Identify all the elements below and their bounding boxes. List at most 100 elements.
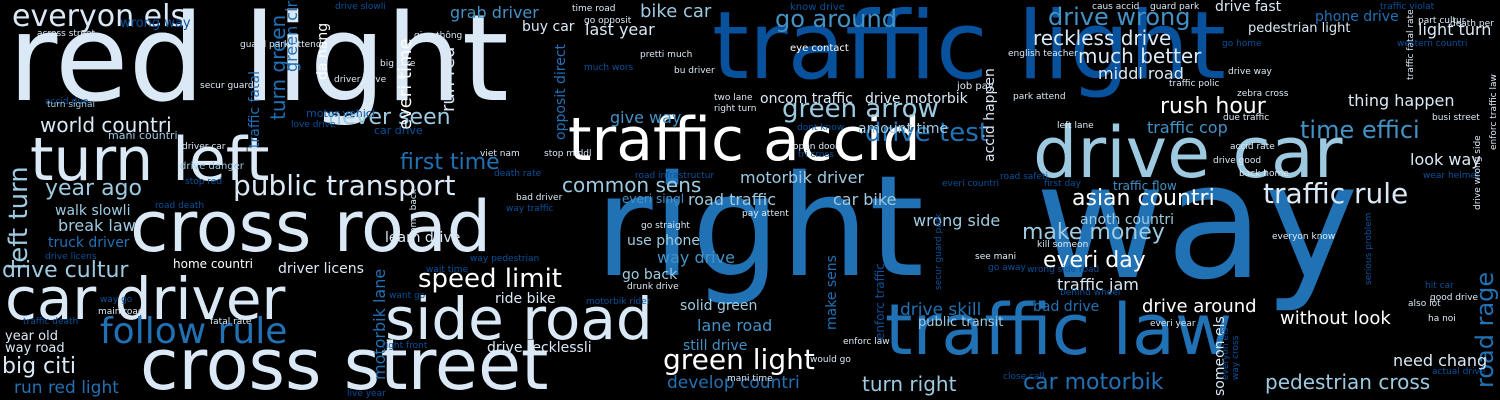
word: drive way: [1228, 67, 1272, 77]
word: rush hour: [1160, 94, 1266, 119]
word: two lane: [714, 93, 753, 103]
word: year ago: [45, 176, 142, 201]
word: wrong side: [913, 211, 1001, 230]
word: live year: [347, 389, 386, 399]
word: everyon els: [1221, 327, 1231, 380]
word: traffic light: [712, 0, 1226, 101]
word: death per: [1450, 19, 1494, 29]
word: turn right: [862, 372, 957, 396]
word: drive motorbik: [865, 91, 968, 107]
word: ride bike: [495, 291, 556, 307]
word: big citi: [2, 354, 76, 379]
word: make sens: [824, 255, 840, 330]
word: traffic rule: [1263, 177, 1409, 210]
word: use phone: [627, 233, 701, 249]
word: back home: [1239, 169, 1289, 179]
word: green arrow: [782, 94, 939, 124]
word: oncom traffic: [760, 91, 853, 107]
word: main road: [98, 307, 144, 317]
word: walk slowli: [55, 203, 131, 219]
word: want go: [389, 291, 426, 301]
word: car drive: [374, 124, 423, 137]
word: home countri: [173, 257, 253, 271]
word: good drive: [1430, 293, 1479, 303]
word: look way: [1410, 150, 1481, 169]
word: know drive: [790, 2, 845, 13]
word: guard park attend: [240, 40, 322, 50]
word: mani countri: [108, 129, 178, 142]
word: everi day: [1043, 248, 1146, 273]
word: anoth countri: [1080, 212, 1174, 228]
word: motor vehicl: [306, 107, 375, 120]
word: lane road: [697, 316, 773, 335]
word: traffic jam: [1057, 275, 1139, 294]
word: eye contact: [790, 43, 849, 54]
word: last year: [585, 20, 655, 39]
word: go opposit: [584, 16, 632, 26]
word: way pedestrian: [470, 254, 540, 264]
word: would go: [810, 355, 851, 365]
word: everi year: [1150, 319, 1196, 329]
word: green circl: [282, 0, 301, 72]
word: way cross: [1231, 335, 1241, 380]
word: drive good: [1213, 156, 1262, 166]
word: phone drive: [1315, 9, 1399, 25]
word: road infrastructur: [635, 171, 715, 181]
word: way road: [5, 341, 65, 356]
word: go back: [622, 267, 678, 283]
word: western countri: [1397, 39, 1468, 49]
word: right turn: [714, 104, 757, 114]
word: ha noi: [1428, 314, 1456, 324]
word: thing happen: [1348, 91, 1455, 110]
word: open door: [793, 142, 839, 152]
word: death rate: [494, 169, 542, 179]
word: pretti much: [640, 50, 693, 60]
word: run red: [438, 46, 459, 112]
word: follow rule: [100, 311, 288, 352]
word: grab driver: [450, 3, 539, 22]
word: enforc law: [843, 337, 890, 347]
word: giao thông: [414, 31, 463, 41]
word: caus accid: [1092, 2, 1140, 12]
word: traffic death: [23, 317, 79, 327]
word: enforc traffic law: [1489, 74, 1499, 150]
word: driver drive: [334, 75, 387, 85]
word: kill someon: [1037, 240, 1089, 250]
word: drive wrong side: [1473, 135, 1483, 210]
word: stop middl: [544, 149, 592, 159]
word: go straight: [641, 221, 690, 231]
word: accid rate: [1230, 142, 1275, 152]
word: bad driver: [516, 193, 563, 203]
word: drive slowli: [335, 2, 386, 12]
word: way go: [100, 295, 133, 305]
word: da nang: [315, 22, 331, 80]
word: time effici: [1300, 116, 1420, 144]
word: motorbik driver: [740, 168, 865, 187]
word: wrong way: [120, 16, 191, 31]
word: behind wheel: [1060, 288, 1121, 298]
word: actual drive: [1432, 367, 1486, 377]
word: traffic polic: [1169, 79, 1220, 89]
word: way traffic: [506, 204, 554, 214]
word: accid due: [45, 97, 89, 107]
word: still drive: [683, 338, 748, 354]
word: go home: [1222, 39, 1262, 49]
word: year old: [5, 329, 58, 344]
word: go away: [988, 263, 1026, 273]
word: pedestrian light: [1248, 21, 1351, 36]
word: secur guard park: [934, 213, 944, 290]
word: traffic cop: [1147, 118, 1228, 137]
word: go around: [775, 5, 897, 33]
word: zebra cross: [1237, 89, 1289, 99]
word: drive recklessli: [487, 340, 592, 356]
word: drive car: [1033, 112, 1343, 194]
word: asian countri: [1072, 186, 1215, 211]
word: turn signal: [47, 100, 95, 110]
word: road traffic: [688, 190, 776, 209]
word: close call: [1003, 372, 1045, 382]
word: first day: [1044, 179, 1082, 189]
word: learn drive: [385, 230, 461, 246]
word: secur guard: [200, 81, 254, 91]
word: wait time: [426, 265, 469, 275]
word: car driver: [5, 265, 286, 333]
